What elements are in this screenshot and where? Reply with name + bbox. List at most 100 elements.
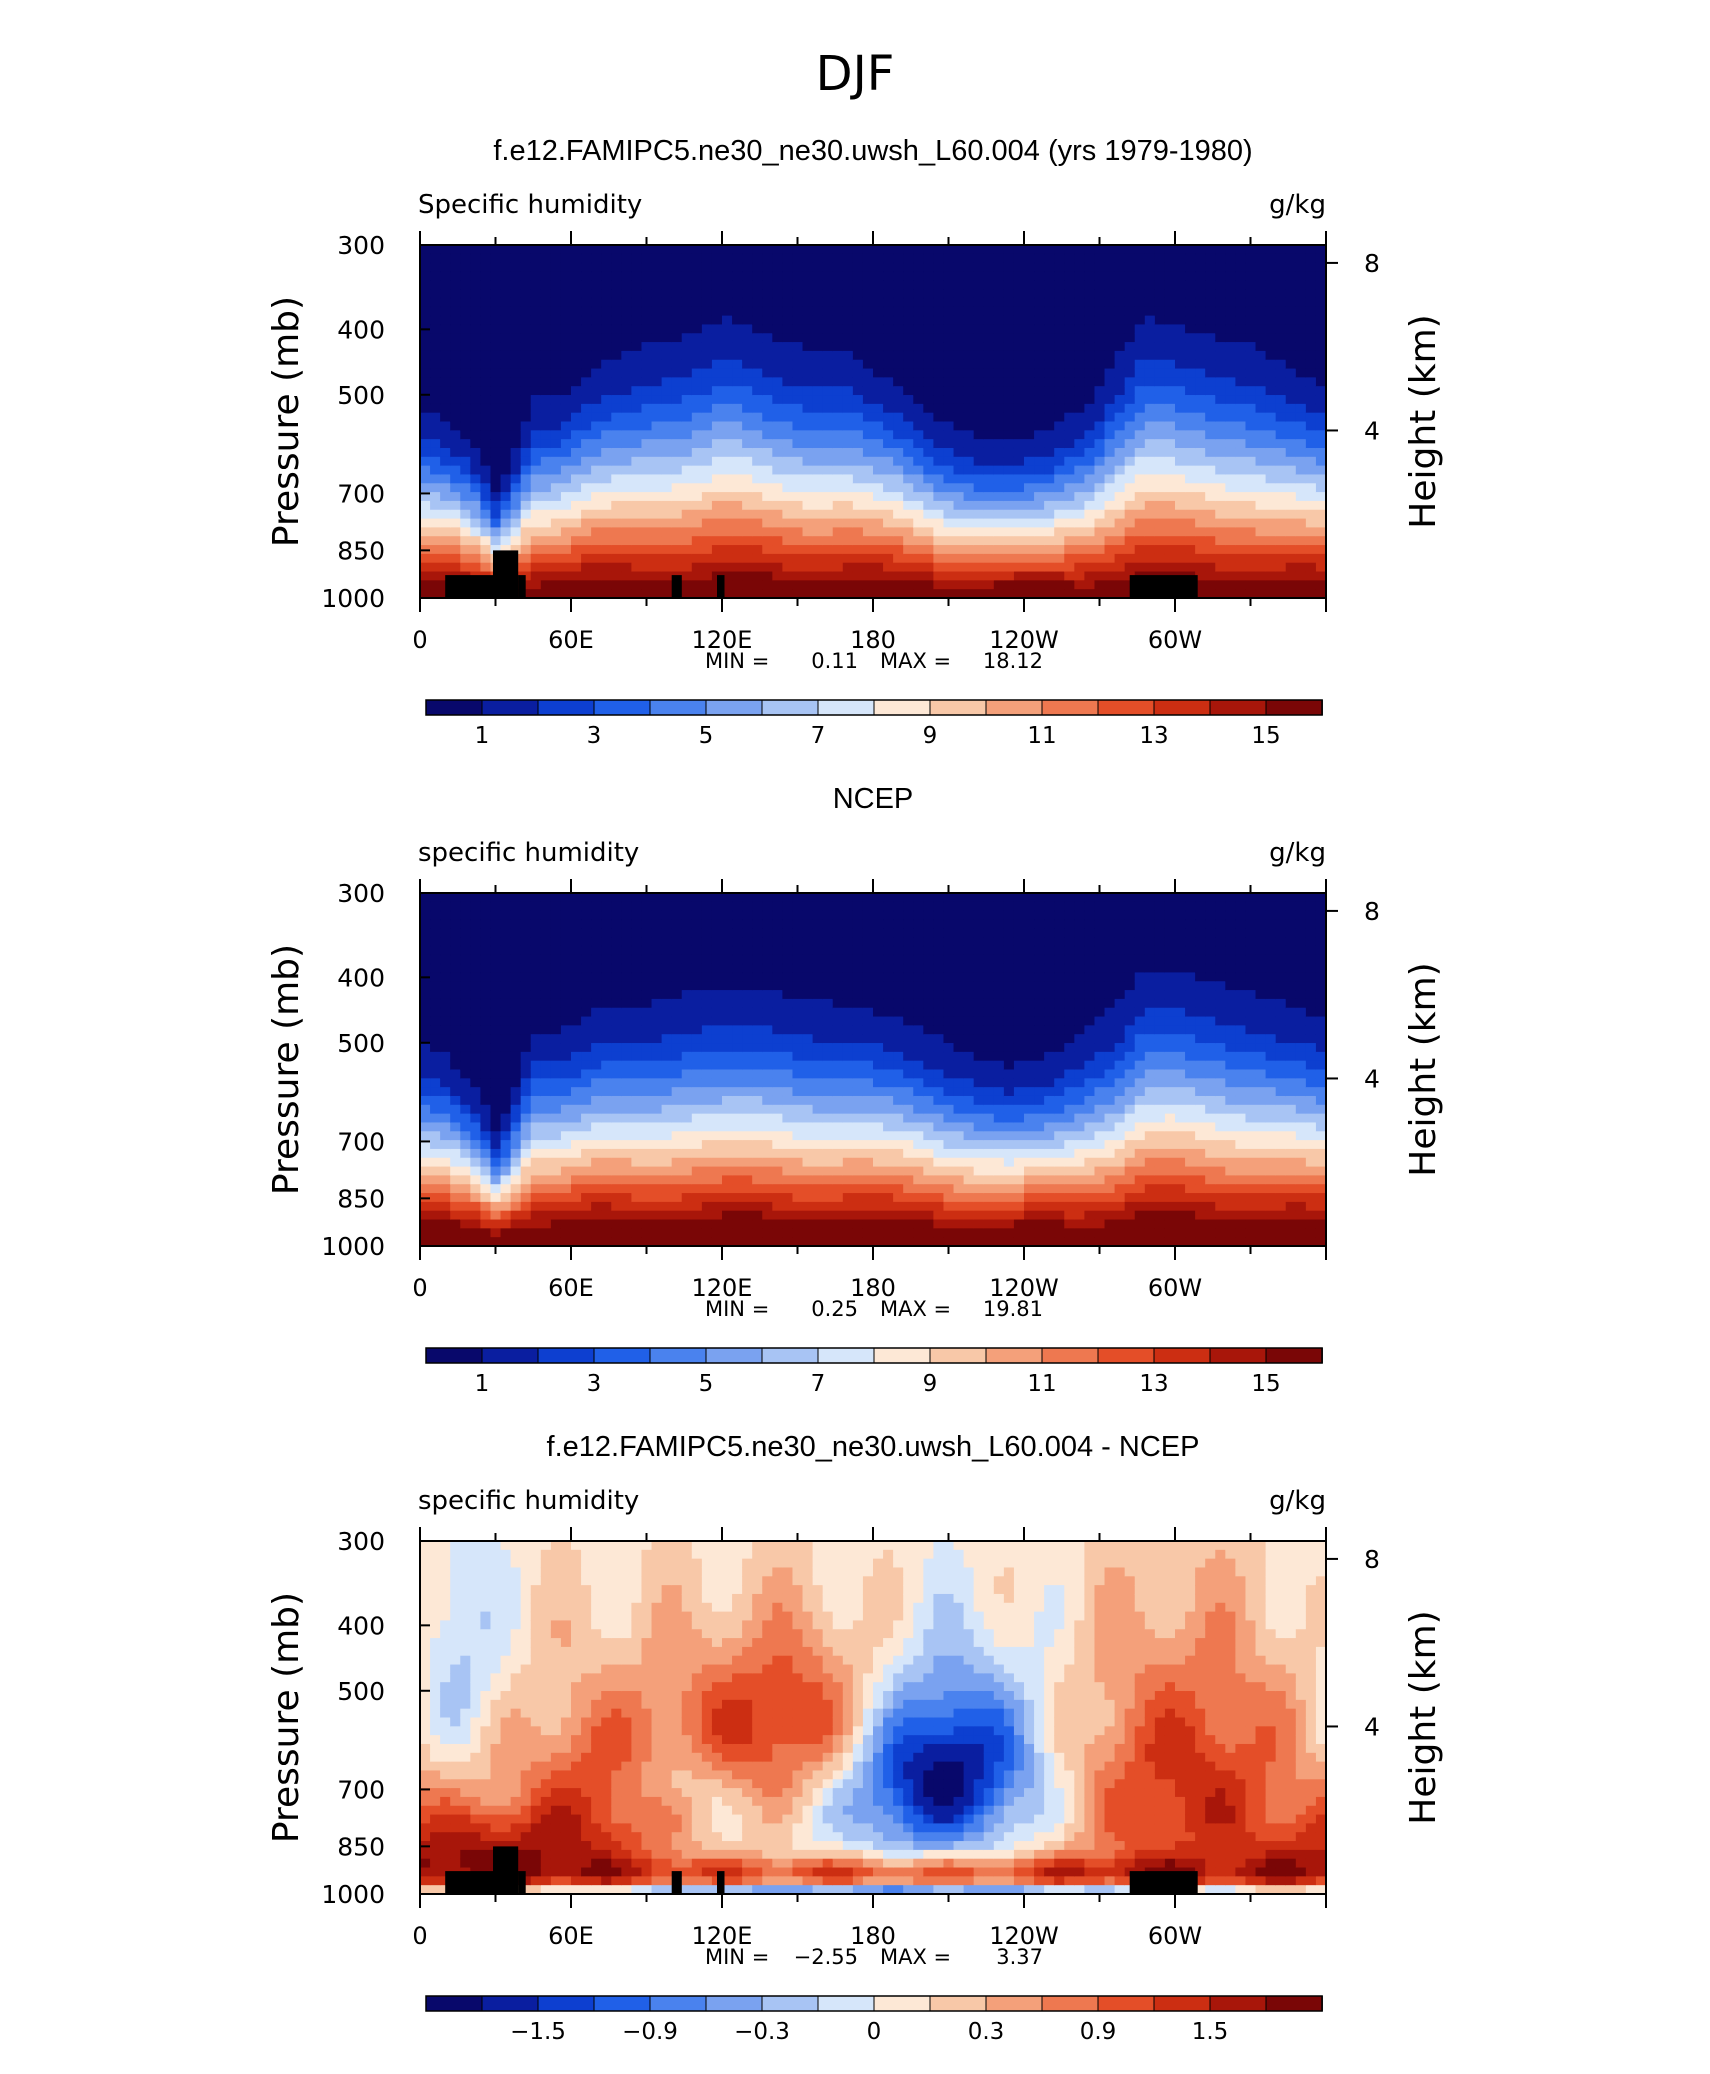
heatmap-cell [1104, 536, 1116, 546]
heatmap-cell [480, 403, 492, 414]
heatmap-cell [963, 412, 975, 423]
heatmap-cell [500, 998, 512, 1009]
heatmap-cell [1225, 562, 1236, 573]
heatmap-cell [792, 386, 804, 396]
heatmap-cell [893, 553, 904, 564]
heatmap-cell [691, 1087, 703, 1097]
heatmap-cell [1285, 377, 1297, 387]
heatmap-cell [1013, 342, 1025, 352]
heatmap-cell [681, 1201, 693, 1212]
heatmap-cell [711, 998, 723, 1009]
heatmap-cell [832, 474, 844, 484]
heatmap-cell [1295, 289, 1307, 299]
heatmap-cell [520, 1025, 532, 1035]
heatmap-cell [440, 536, 451, 546]
heatmap-cell [1215, 545, 1226, 555]
heatmap-cell [1003, 262, 1015, 273]
heatmap-cell [681, 1228, 693, 1238]
heatmap-cell [701, 1104, 713, 1115]
heatmap-cell [1195, 492, 1206, 502]
heatmap-cell [611, 1237, 622, 1247]
heatmap-cell [490, 456, 502, 467]
heatmap-cell [631, 981, 643, 991]
heatmap-cell [550, 536, 562, 546]
heatmap-cell [500, 342, 512, 352]
heatmap-cell [1225, 509, 1236, 520]
heatmap-cell [510, 527, 522, 537]
heatmap-cell [560, 465, 572, 476]
heatmap-cell [993, 333, 1005, 343]
heatmap-cell [923, 483, 934, 493]
heatmap-cell [681, 1104, 693, 1115]
heatmap-cell [631, 1157, 643, 1168]
heatmap-cell [1034, 580, 1045, 590]
heatmap-cell [1175, 395, 1186, 405]
heatmap-cell [1275, 245, 1287, 255]
heatmap-cell [1094, 315, 1106, 326]
heatmap-cell [430, 1034, 441, 1044]
stat-min-label: MIN = [705, 649, 769, 673]
heatmap-cell [450, 910, 461, 921]
heatmap-cell [1295, 545, 1307, 555]
heatmap-cell [681, 1078, 693, 1088]
heatmap-cell [500, 1034, 512, 1044]
heatmap-cell [1003, 465, 1015, 476]
heatmap-cell [933, 483, 945, 493]
heatmap-cell [601, 1095, 612, 1106]
heatmap-cell [742, 1025, 753, 1035]
heatmap-cell [933, 262, 945, 273]
heatmap-cell [1084, 333, 1096, 343]
heatmap-cell [480, 1087, 492, 1097]
heatmap-cell [963, 386, 975, 396]
heatmap-cell [560, 377, 572, 387]
heatmap-cell [792, 306, 804, 317]
heatmap-cell [1164, 262, 1176, 273]
heatmap-cell [550, 492, 562, 502]
heatmap-cell [571, 580, 582, 590]
heatmap-cell [571, 1166, 582, 1177]
heatmap-cell [792, 545, 804, 555]
heatmap-cell [611, 430, 622, 440]
heatmap-cell [1195, 562, 1206, 573]
heatmap-cell [1195, 253, 1206, 264]
heatmap-cell [691, 1157, 703, 1168]
heatmap-cell [1255, 368, 1267, 378]
heatmap-cell [581, 893, 592, 903]
heatmap-cell [1084, 474, 1096, 484]
heatmap-cell [631, 1069, 643, 1079]
heatmap-cell [450, 342, 461, 352]
heatmap-cell [681, 1043, 693, 1053]
heatmap-cell [963, 430, 975, 440]
heatmap-cell [661, 1184, 673, 1194]
heatmap-cell [1245, 377, 1257, 387]
heatmap-cell [842, 474, 854, 484]
heatmap-cell [631, 1007, 643, 1018]
heatmap-cell [1175, 253, 1186, 264]
heatmap-cell [611, 245, 622, 255]
heatmap-cell [802, 271, 814, 281]
heatmap-cell [1124, 289, 1136, 299]
heatmap-cell [631, 580, 643, 590]
heatmap-cell [1175, 545, 1186, 555]
heatmap-cell [540, 368, 552, 378]
heatmap-cell [510, 377, 522, 387]
heatmap-cell [1013, 289, 1025, 299]
heatmap-cell [601, 245, 612, 255]
heatmap-cell [671, 553, 683, 564]
heatmap-cell [611, 333, 622, 343]
heatmap-cell [661, 1087, 673, 1097]
heatmap-cell [1124, 324, 1136, 334]
heatmap-cell [1205, 492, 1216, 502]
heatmap-cell [1114, 412, 1126, 423]
heatmap-cell [742, 893, 753, 903]
heatmap-cell [641, 245, 653, 255]
heatmap-cell [661, 456, 673, 467]
heatmap-cell [762, 342, 773, 352]
heatmap-cell [1094, 253, 1106, 264]
heatmap-cell [1094, 571, 1106, 581]
heatmap-cell [1064, 271, 1075, 281]
heatmap-cell [480, 297, 492, 308]
heatmap-cell [1024, 253, 1035, 264]
heatmap-cell [420, 297, 431, 308]
heatmap-cell [540, 1095, 552, 1106]
